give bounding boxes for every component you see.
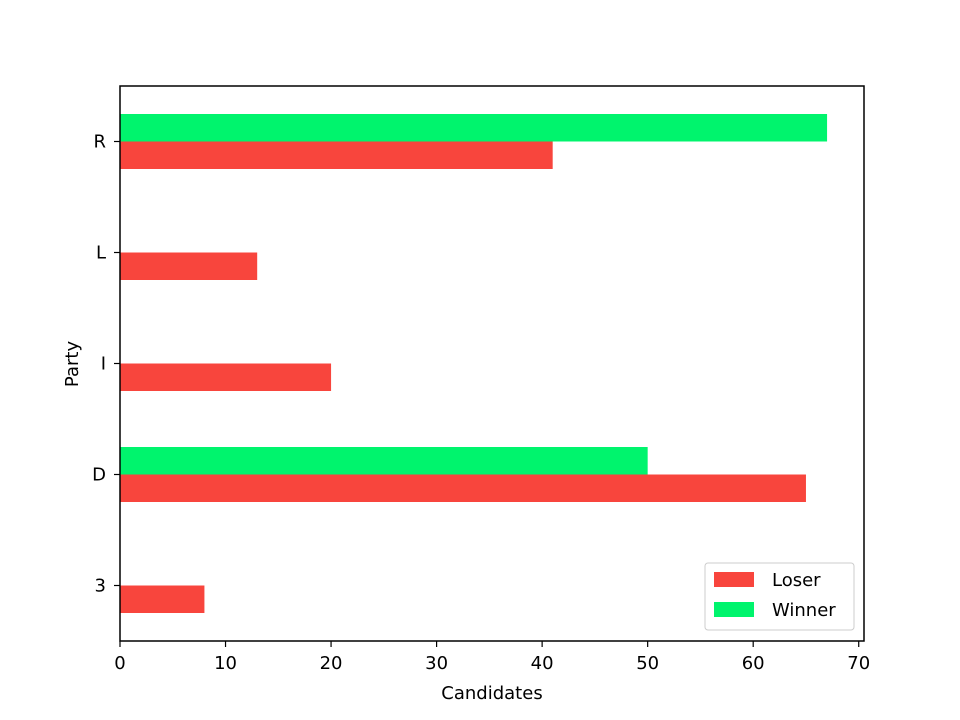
bar-loser-R xyxy=(120,141,553,169)
x-axis-label: Candidates xyxy=(441,683,542,704)
y-axis-label: Party xyxy=(62,341,83,388)
bar-loser-I xyxy=(120,363,332,391)
x-tick-label: 10 xyxy=(214,653,237,674)
x-tick-label: 0 xyxy=(114,653,125,674)
bar-loser-L xyxy=(120,252,258,280)
bar-winner-D xyxy=(120,447,648,475)
x-tick-label: 20 xyxy=(320,653,343,674)
legend: Loser Winner xyxy=(704,562,855,631)
y-tick-label: I xyxy=(101,354,106,375)
x-tick-label: 70 xyxy=(847,653,870,674)
bar-loser-3 xyxy=(120,585,205,613)
x-tick-label: 60 xyxy=(742,653,765,674)
y-axis: 3 D I L R xyxy=(92,132,120,597)
y-tick-label: L xyxy=(96,243,106,264)
x-tick-label: 40 xyxy=(531,653,554,674)
x-tick-label: 30 xyxy=(425,653,448,674)
bars-layer xyxy=(120,114,828,613)
y-tick-label: 3 xyxy=(95,576,106,597)
bar-loser-D xyxy=(120,474,806,502)
y-tick-label: D xyxy=(92,465,106,486)
legend-swatch-winner xyxy=(714,602,754,617)
legend-swatch-loser xyxy=(714,572,754,587)
y-tick-label: R xyxy=(93,132,106,153)
legend-label-loser: Loser xyxy=(772,570,821,591)
legend-label-winner: Winner xyxy=(772,600,836,621)
bar-winner-R xyxy=(120,114,828,142)
x-tick-label: 50 xyxy=(636,653,659,674)
x-axis: 0 10 20 30 40 50 60 70 xyxy=(114,641,870,674)
